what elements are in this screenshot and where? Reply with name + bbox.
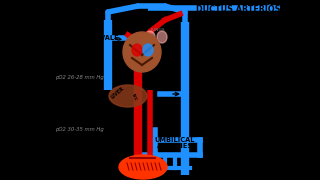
Text: DESCENDING
AORTA: DESCENDING AORTA bbox=[192, 42, 241, 55]
Ellipse shape bbox=[145, 31, 155, 43]
Bar bbox=[290, 0, 320, 180]
Text: LUNGS: LUNGS bbox=[151, 28, 165, 32]
Text: DUCTUS VENOSUS: DUCTUS VENOSUS bbox=[192, 87, 275, 96]
Text: UMBILICAL
VEIN: UMBILICAL VEIN bbox=[77, 111, 117, 125]
Ellipse shape bbox=[119, 155, 167, 179]
Ellipse shape bbox=[123, 32, 161, 72]
Text: UMBILICAL
ARTERIES: UMBILICAL ARTERIES bbox=[155, 136, 195, 150]
Text: IVC: IVC bbox=[131, 93, 137, 101]
Text: pO2 30-35 mm Hg: pO2 30-35 mm Hg bbox=[55, 127, 104, 132]
Ellipse shape bbox=[109, 85, 147, 107]
Text: LIVER: LIVER bbox=[110, 86, 126, 100]
Ellipse shape bbox=[143, 44, 153, 56]
Text: pO2 26-28 mm Hg: pO2 26-28 mm Hg bbox=[55, 75, 104, 80]
Ellipse shape bbox=[132, 44, 142, 56]
Text: SVC: SVC bbox=[112, 19, 127, 25]
Text: DUCTUS ARTERIOSUS: DUCTUS ARTERIOSUS bbox=[196, 5, 293, 14]
Text: PLACENTA: PLACENTA bbox=[38, 153, 98, 163]
Ellipse shape bbox=[157, 31, 167, 43]
Text: FORAMEN OVALE: FORAMEN OVALE bbox=[55, 35, 119, 41]
Bar bbox=[0, 0, 30, 180]
